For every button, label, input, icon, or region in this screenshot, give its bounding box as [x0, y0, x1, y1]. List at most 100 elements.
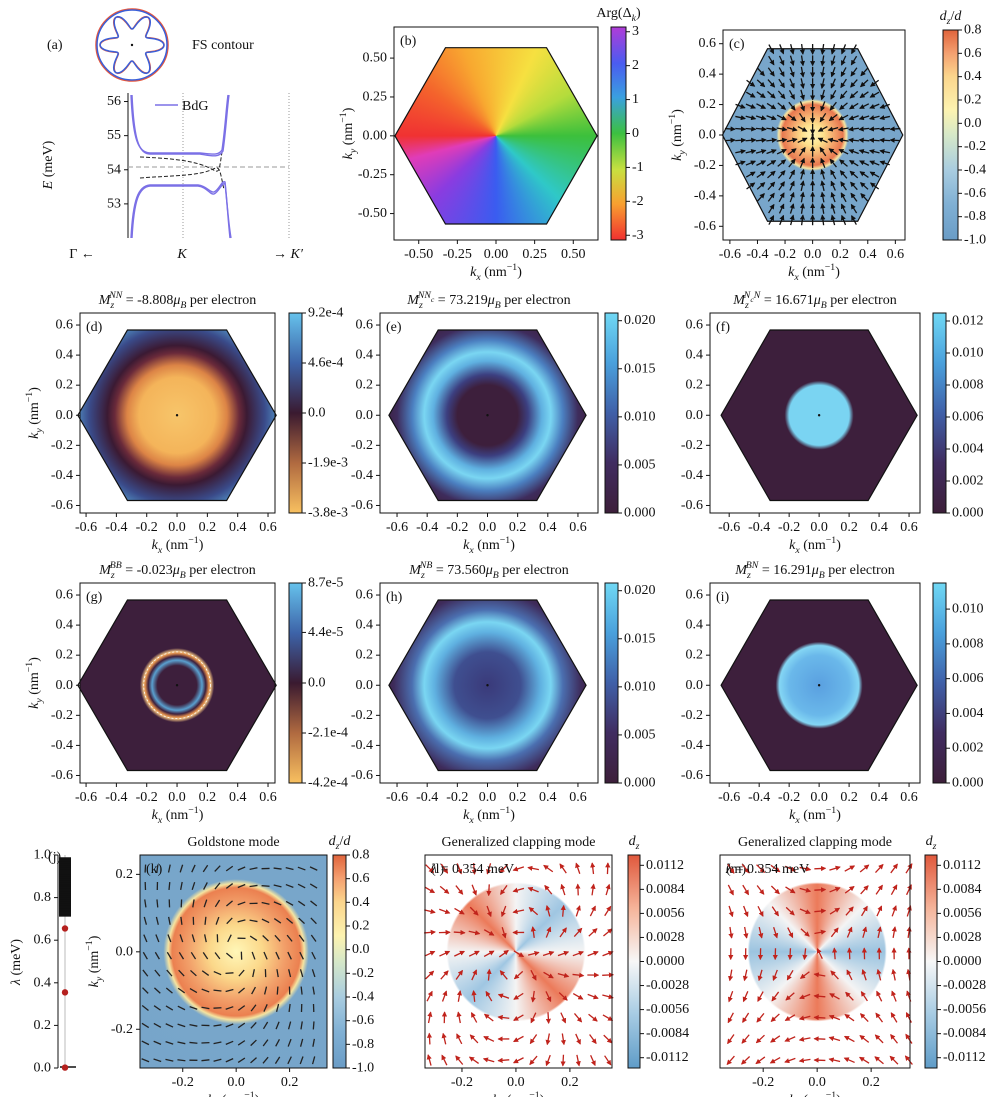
y-tick-label: -0.2: [681, 708, 703, 723]
colorbar-tick-label: 0.008: [952, 378, 984, 393]
vector-arrow: [560, 883, 566, 896]
vector-arrow: [799, 89, 805, 101]
vector-arrow: [237, 883, 246, 889]
text-part: d: [343, 834, 351, 849]
text-part: M: [98, 563, 112, 578]
vector-arrow: [787, 927, 794, 939]
vector-arrow: [798, 1015, 811, 1021]
vector-arrow: [840, 78, 847, 89]
vector-arrow: [814, 865, 827, 872]
vector-arrow: [875, 884, 883, 895]
text-part: ): [836, 538, 841, 553]
x-tick-label: -0.6: [719, 247, 741, 262]
vector-arrow: [851, 215, 857, 225]
colorbar-tick-label: 0.4: [964, 69, 982, 84]
panel-title: Goldstone mode: [187, 835, 279, 850]
vector-arrow: [203, 882, 208, 890]
vector-arrow: [859, 1013, 869, 1023]
axes-frame: [379, 582, 599, 784]
vector-arrow: [788, 90, 795, 100]
x-tick-label: -0.2: [451, 1075, 473, 1090]
axes-frame: [393, 26, 599, 241]
vector-arrow: [785, 906, 795, 916]
vector-arrow: [799, 203, 805, 214]
vector-arrow: [530, 1012, 537, 1024]
vector-arrow: [167, 934, 172, 943]
x-tick-label: 0.6: [569, 790, 587, 805]
panel-label: (a): [47, 38, 63, 53]
text-part: k: [27, 702, 42, 709]
text-part: y: [94, 976, 105, 982]
colorbar-tick-label: 0.0084: [646, 882, 685, 897]
eigenvalue-point: [59, 876, 71, 881]
colorbar-tick-label: 0.015: [624, 361, 656, 376]
vector-arrow: [741, 1056, 751, 1065]
vector-arrow: [735, 137, 747, 143]
vector-arrow: [440, 863, 449, 874]
vector-arrow: [820, 101, 826, 112]
text-part: N: [753, 290, 761, 301]
x-tick-label: -0.25: [443, 247, 472, 262]
vector-arrow: [153, 1005, 162, 1011]
y-tick-label: -0.2: [351, 438, 373, 453]
vector-arrow: [767, 90, 776, 99]
y-axis-label: ky (nm−1): [24, 387, 45, 439]
fs-outline: [96, 9, 168, 81]
eigenvalue-point: [59, 887, 71, 892]
vector-arrow: [802, 948, 808, 961]
vector-arrow: [770, 885, 780, 895]
vector-arrow: [767, 67, 775, 77]
vector-arrow: [486, 905, 492, 918]
x-tick-label: 0.6: [900, 520, 918, 535]
vector-arrow: [840, 55, 847, 66]
vector-arrow: [154, 951, 160, 960]
axes-frame: [79, 312, 276, 514]
vector-arrow: [777, 102, 787, 110]
x-axis-label: kx (nm−1): [152, 805, 204, 826]
colorbar-tick-label: 2: [632, 58, 639, 73]
text-part: /: [950, 9, 954, 24]
vector-arrow: [427, 1011, 433, 1024]
vector-arrow: [845, 906, 854, 916]
x-tick-label: 0.50: [561, 247, 586, 262]
colorbar-tick-label: 0.0112: [646, 858, 684, 873]
colorbar-tick-label: 0.2: [352, 919, 370, 934]
vector-arrow: [766, 115, 777, 121]
y-tick-label: 0.2: [116, 867, 134, 882]
x-tick-label: 0.2: [862, 1075, 880, 1090]
vector-arrow: [153, 1040, 162, 1045]
vector-arrow: [575, 905, 581, 917]
vector-arrow: [848, 159, 859, 167]
y-tick-label: -0.4: [694, 188, 716, 203]
vector-arrow: [830, 78, 836, 89]
vector-arrow: [486, 863, 492, 875]
colorbar-tick-label: 0.0000: [646, 954, 685, 969]
vector-arrow: [156, 899, 159, 908]
colorbar-tick-label: -0.2: [352, 966, 374, 981]
y-axis-label: λ (meV): [9, 939, 24, 986]
x-tick-label: -0.2: [778, 520, 800, 535]
vector-arrow: [756, 182, 766, 190]
vector-arrow: [275, 1038, 281, 1047]
vector-arrow: [513, 992, 524, 1000]
vector-arrow: [213, 970, 222, 976]
vector-arrow: [425, 864, 435, 874]
vector-arrow: [262, 1021, 269, 1030]
vector-arrow: [153, 1058, 162, 1063]
panel-label: (c): [729, 37, 745, 52]
y-tick-label: 0.0: [56, 408, 74, 423]
vector-arrow: [513, 970, 524, 980]
y-tick-label: -0.4: [351, 468, 373, 483]
vector-arrow: [167, 864, 171, 873]
vector-arrow: [829, 158, 837, 168]
vector-arrow: [604, 1055, 612, 1066]
vector-arrow: [766, 159, 777, 167]
vector-arrow: [860, 67, 869, 77]
colorbar-tick-label: 0.0: [308, 676, 326, 691]
bdg-band: [130, 181, 231, 239]
vector-arrow: [766, 149, 777, 155]
text-part: ): [836, 808, 841, 823]
vector-arrow: [141, 1004, 149, 1011]
y-tick-label: -0.6: [351, 768, 373, 783]
eigenvalue-point: [59, 901, 71, 906]
